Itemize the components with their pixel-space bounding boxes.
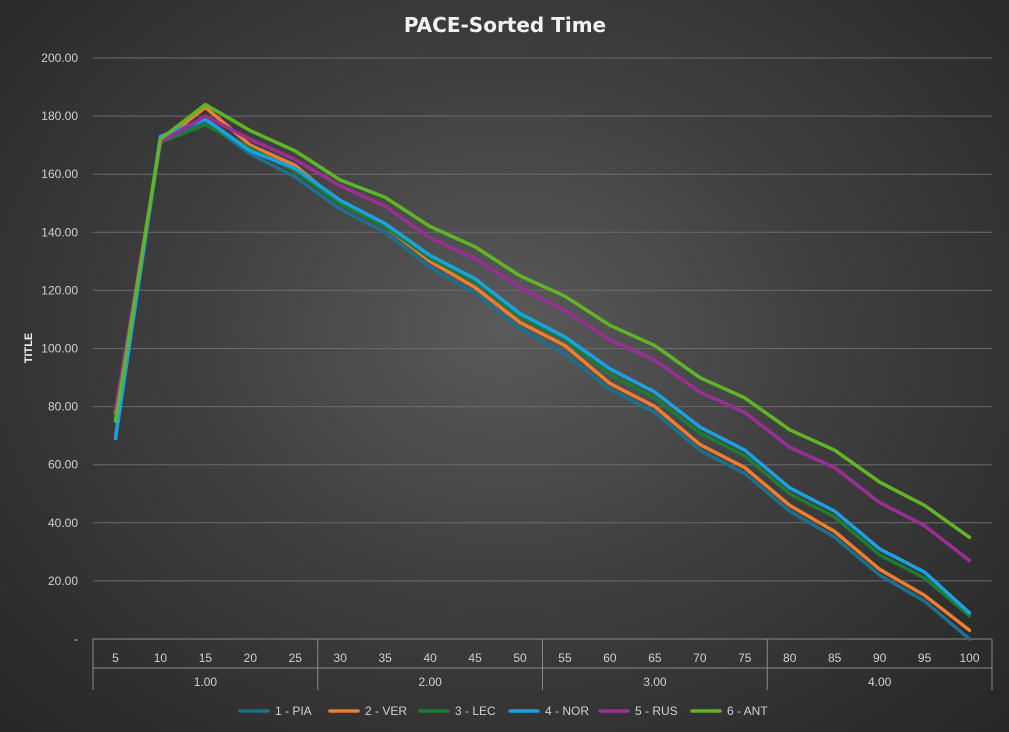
y-tick-label: 100.00 — [41, 342, 78, 356]
x-axis: 5 10 15 20 25 30 35 40 45 50 55 60 65 70 75 80 85 90 95 100… — [92, 638, 993, 690]
y-axis-ticks: - 20.00 40.00 60.00 80.00 100.00 120.00 140.00 1… — [41, 51, 78, 646]
x-tick-label: 75 — [738, 651, 752, 665]
y-tick-label: 140.00 — [41, 225, 78, 239]
y-tick-label: 80.00 — [48, 400, 78, 414]
x-tick-label: 45 — [468, 651, 482, 665]
x-tick-label: 60 — [603, 651, 617, 665]
x-group-label: 1.00 — [194, 675, 218, 689]
legend-label: 6 - ANT — [727, 704, 768, 718]
series-lines — [113, 102, 972, 641]
y-tick-label: 60.00 — [48, 458, 78, 472]
x-tick-label: 100 — [960, 651, 980, 665]
x-tick-label: 15 — [199, 651, 213, 665]
x-tick-label: 80 — [783, 651, 797, 665]
x-tick-label: 65 — [648, 651, 662, 665]
x-tick-label: 85 — [828, 651, 842, 665]
legend-label: 2 - VER — [365, 704, 407, 718]
series-line — [113, 117, 972, 615]
series-line — [113, 105, 972, 633]
x-tick-label: 20 — [244, 651, 258, 665]
x-tick-label: 25 — [289, 651, 303, 665]
x-tick-label: 55 — [558, 651, 572, 665]
x-tick-label: 90 — [873, 651, 887, 665]
legend: 1 - PIA 2 - VER 3 - LEC 4 - NOR 5 - RUS 6 - A… — [238, 704, 768, 718]
y-tick-label: 20.00 — [48, 574, 78, 588]
x-tick-label: 30 — [334, 651, 348, 665]
y-tick-label: - — [74, 632, 78, 646]
x-tick-label: 50 — [513, 651, 527, 665]
series-line — [113, 120, 972, 641]
y-tick-label: 200.00 — [41, 51, 78, 65]
series-line — [113, 102, 972, 540]
legend-label: 3 - LEC — [455, 704, 496, 718]
x-tick-label: 35 — [378, 651, 392, 665]
gridlines — [93, 57, 992, 582]
x-group-label: 2.00 — [418, 675, 442, 689]
legend-label: 1 - PIA — [275, 704, 312, 718]
y-tick-label: 160.00 — [41, 167, 78, 181]
series-line — [113, 123, 972, 618]
x-tick-label: 5 — [112, 651, 119, 665]
x-group-label: 3.00 — [643, 675, 667, 689]
y-axis-label: TITLE — [23, 333, 35, 364]
x-group-label: 4.00 — [868, 675, 892, 689]
legend-label: 4 - NOR — [545, 704, 589, 718]
chart-title: PACE-Sorted Time — [404, 13, 606, 37]
x-tick-label: 70 — [693, 651, 707, 665]
series-line — [113, 114, 972, 563]
y-tick-label: 180.00 — [41, 109, 78, 123]
legend-label: 5 - RUS — [635, 704, 678, 718]
x-tick-label: 95 — [918, 651, 932, 665]
x-tick-label: 40 — [423, 651, 437, 665]
x-tick-label: 10 — [154, 651, 168, 665]
y-tick-label: 40.00 — [48, 516, 78, 530]
y-tick-label: 120.00 — [41, 283, 78, 297]
